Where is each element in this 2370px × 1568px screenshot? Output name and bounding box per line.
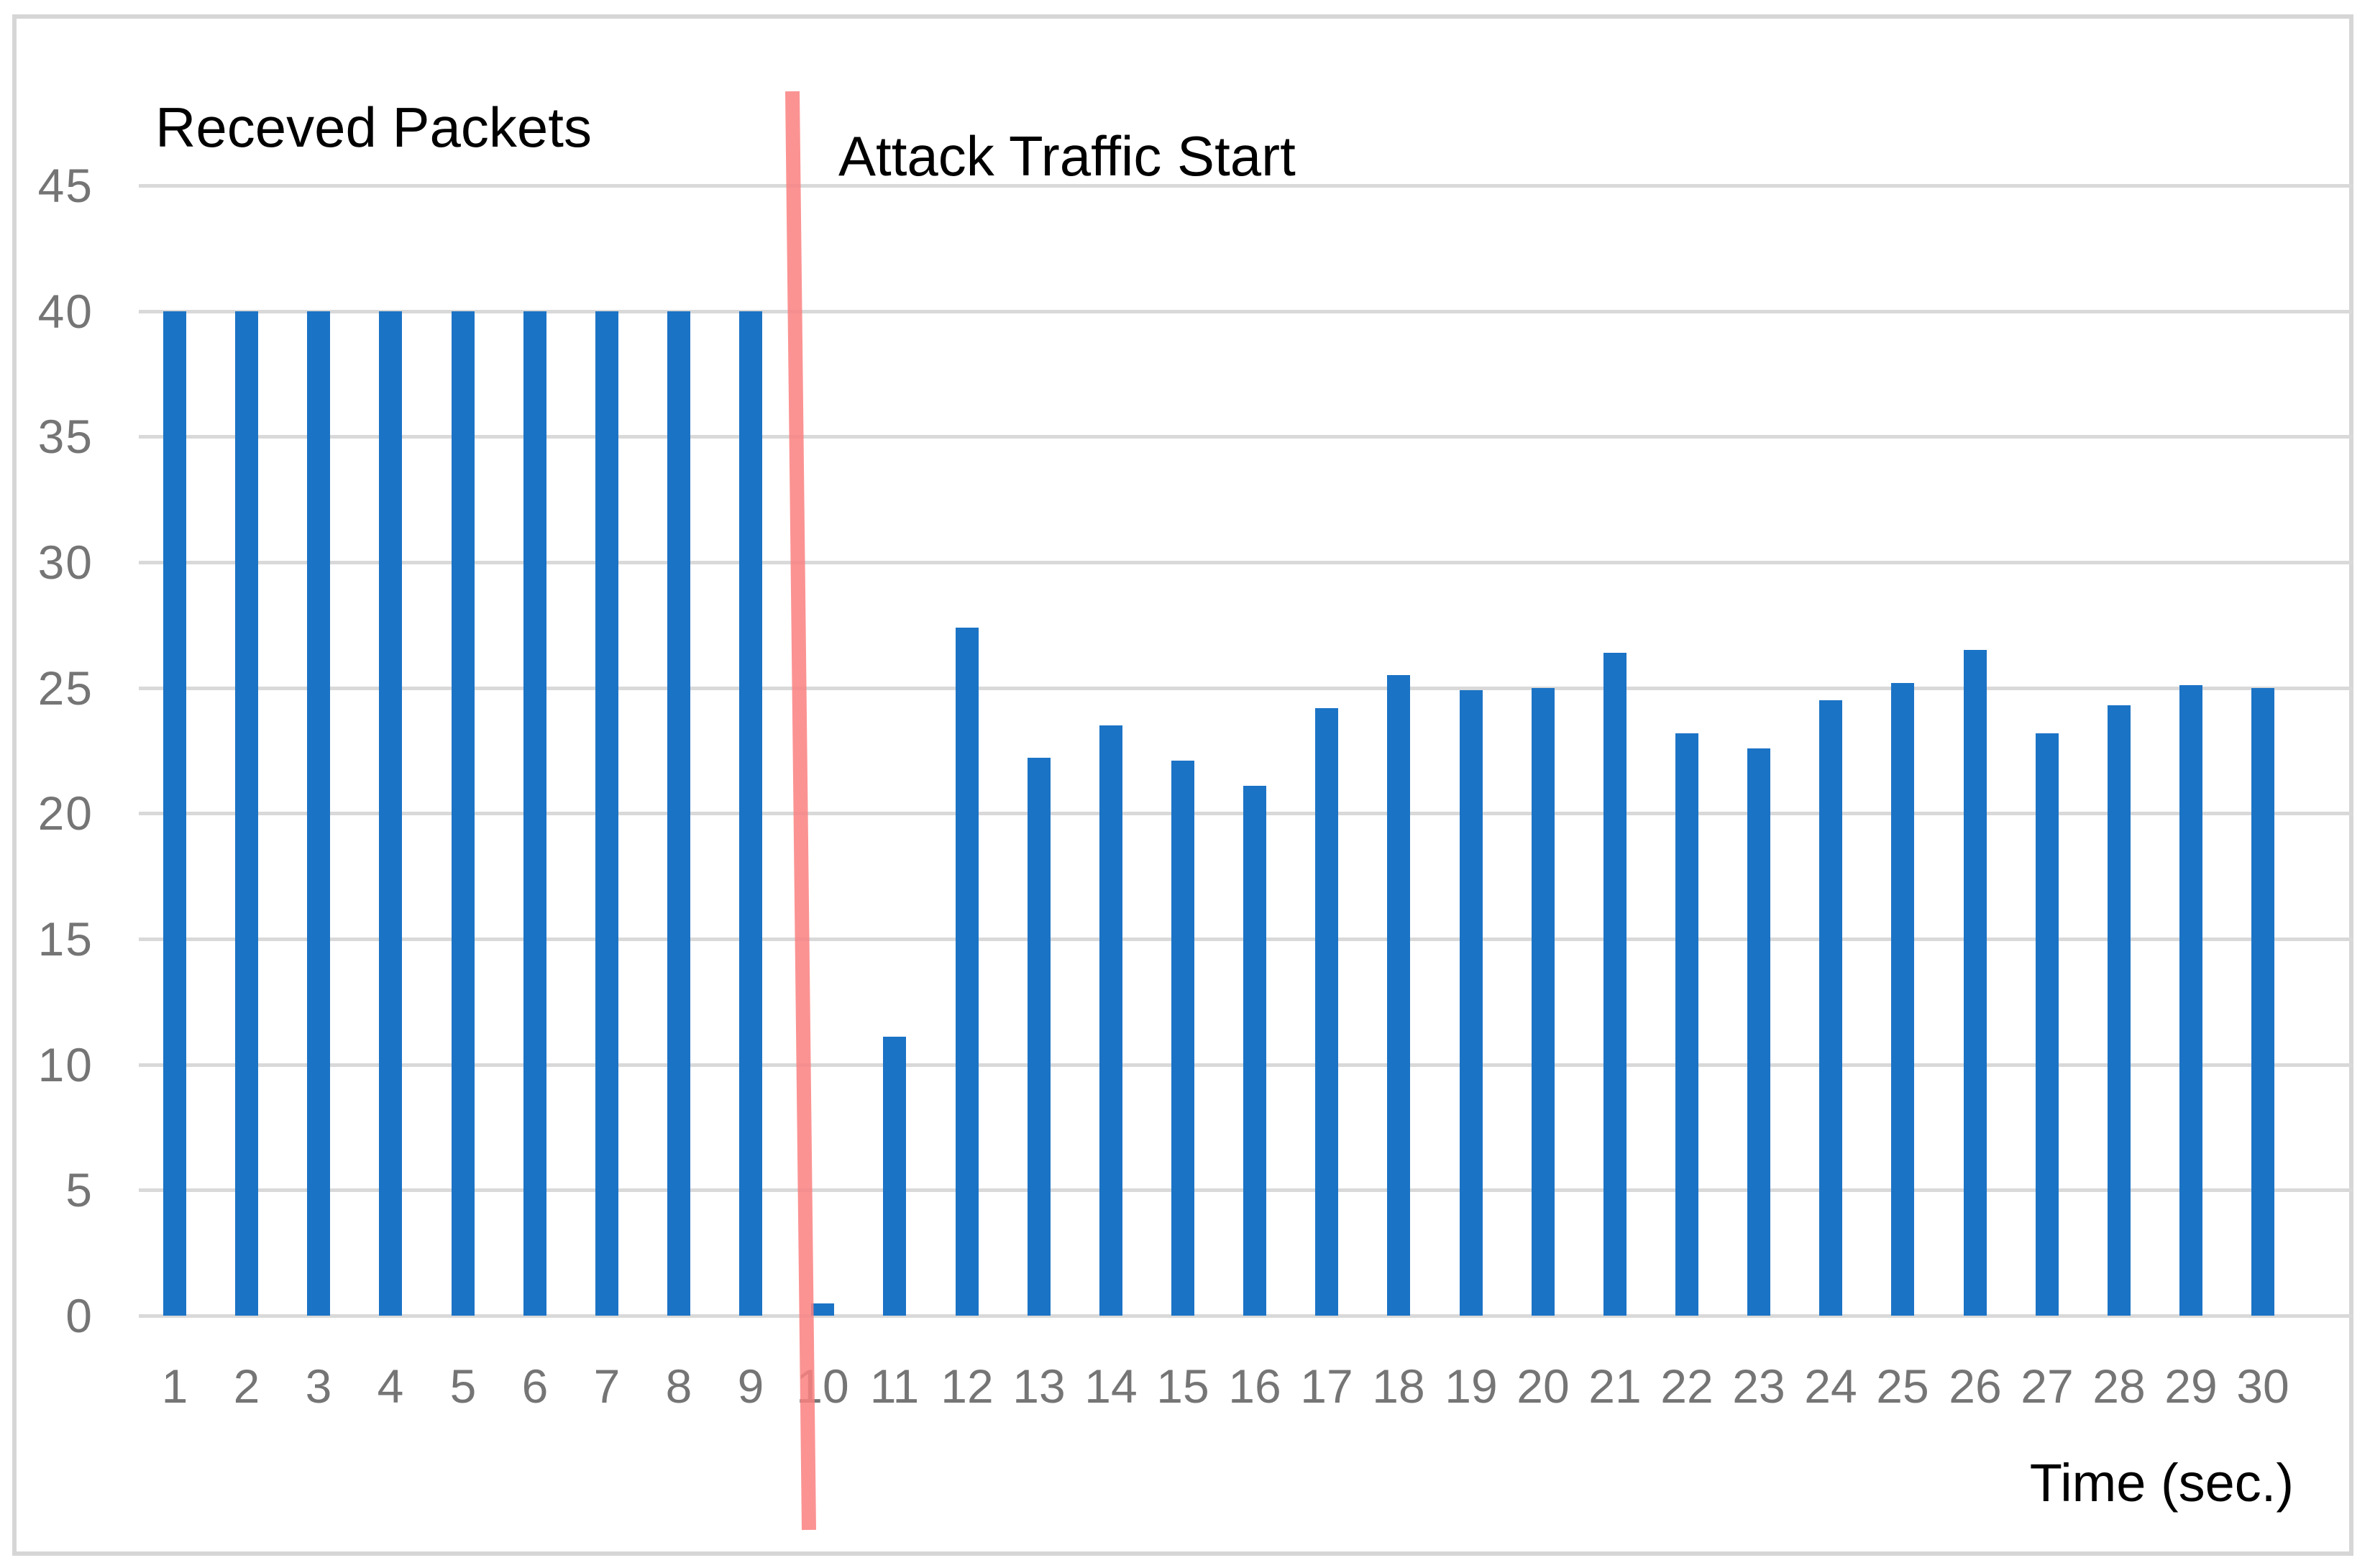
y-tick-label-25: 25 xyxy=(37,661,93,715)
x-tick-label-25: 25 xyxy=(1876,1360,1929,1413)
x-tick-label-29: 29 xyxy=(2164,1360,2218,1413)
y-tick-label-20: 20 xyxy=(37,787,93,840)
bar-8 xyxy=(667,311,690,1316)
x-tick-label-30: 30 xyxy=(2236,1360,2289,1413)
x-tick-label-19: 19 xyxy=(1445,1360,1498,1413)
x-tick-label-5: 5 xyxy=(449,1360,477,1413)
x-tick-label-24: 24 xyxy=(1804,1360,1857,1413)
x-tick-label-18: 18 xyxy=(1372,1360,1425,1413)
bar-28 xyxy=(2108,705,2131,1316)
x-tick-label-2: 2 xyxy=(233,1360,260,1413)
bar-21 xyxy=(1603,653,1626,1316)
x-tick-label-9: 9 xyxy=(737,1360,764,1413)
bar-16 xyxy=(1243,786,1266,1316)
x-tick-label-1: 1 xyxy=(161,1360,188,1413)
gridline-y-25 xyxy=(139,686,2353,690)
bar-2 xyxy=(235,311,258,1316)
bar-26 xyxy=(1964,650,1987,1316)
x-tick-label-26: 26 xyxy=(1949,1360,2002,1413)
bar-19 xyxy=(1460,690,1483,1316)
x-tick-label-27: 27 xyxy=(2021,1360,2074,1413)
x-tick-label-3: 3 xyxy=(305,1360,332,1413)
bar-6 xyxy=(523,311,546,1316)
chart-title: Receved Packets xyxy=(155,96,592,159)
bar-25 xyxy=(1891,683,1914,1316)
figure-border xyxy=(12,14,2353,1556)
bar-14 xyxy=(1099,725,1122,1316)
gridline-y-45 xyxy=(139,184,2353,188)
gridline-y-30 xyxy=(139,561,2353,564)
bar-7 xyxy=(595,311,618,1316)
x-tick-label-11: 11 xyxy=(869,1360,920,1413)
bar-22 xyxy=(1675,733,1698,1316)
bar-5 xyxy=(452,311,475,1316)
bar-27 xyxy=(2036,733,2059,1316)
bar-13 xyxy=(1028,758,1051,1316)
x-tick-label-10: 10 xyxy=(796,1360,849,1413)
x-tick-label-28: 28 xyxy=(2092,1360,2146,1413)
y-tick-label-45: 45 xyxy=(37,159,93,212)
x-tick-label-21: 21 xyxy=(1588,1360,1642,1413)
x-tick-label-20: 20 xyxy=(1516,1360,1570,1413)
bar-9 xyxy=(739,311,762,1316)
bar-4 xyxy=(379,311,402,1316)
attack-traffic-start-label: Attack Traffic Start xyxy=(838,124,1296,188)
y-tick-label-10: 10 xyxy=(37,1037,93,1091)
x-tick-label-17: 17 xyxy=(1300,1360,1353,1413)
x-tick-label-4: 4 xyxy=(377,1360,404,1413)
y-tick-label-30: 30 xyxy=(37,536,93,589)
bar-12 xyxy=(956,628,979,1316)
x-tick-label-14: 14 xyxy=(1084,1360,1138,1413)
bar-30 xyxy=(2251,688,2274,1316)
y-tick-label-40: 40 xyxy=(37,284,93,338)
x-tick-label-15: 15 xyxy=(1156,1360,1209,1413)
x-tick-label-22: 22 xyxy=(1660,1360,1714,1413)
bar-29 xyxy=(2179,685,2202,1316)
x-tick-label-8: 8 xyxy=(665,1360,692,1413)
bar-11 xyxy=(883,1037,906,1316)
bar-1 xyxy=(163,311,186,1316)
gridline-y-0 xyxy=(139,1314,2353,1318)
bar-23 xyxy=(1747,748,1770,1316)
y-tick-label-15: 15 xyxy=(37,912,93,966)
x-tick-label-6: 6 xyxy=(521,1360,549,1413)
bar-3 xyxy=(307,311,330,1316)
bar-24 xyxy=(1819,700,1842,1316)
x-tick-label-12: 12 xyxy=(941,1360,994,1413)
bar-10 xyxy=(811,1303,834,1316)
bar-17 xyxy=(1315,708,1338,1316)
bar-15 xyxy=(1171,761,1194,1316)
y-tick-label-35: 35 xyxy=(37,410,93,464)
y-tick-label-0: 0 xyxy=(65,1289,93,1342)
y-tick-label-5: 5 xyxy=(65,1163,93,1217)
x-tick-label-13: 13 xyxy=(1012,1360,1066,1413)
gridline-y-35 xyxy=(139,435,2353,439)
x-tick-label-16: 16 xyxy=(1228,1360,1281,1413)
gridline-y-40 xyxy=(139,309,2353,313)
x-axis-title: Time (sec.) xyxy=(2029,1453,2294,1513)
x-tick-label-23: 23 xyxy=(1732,1360,1785,1413)
x-tick-label-7: 7 xyxy=(593,1360,621,1413)
bar-18 xyxy=(1387,675,1410,1316)
bar-20 xyxy=(1532,688,1555,1316)
